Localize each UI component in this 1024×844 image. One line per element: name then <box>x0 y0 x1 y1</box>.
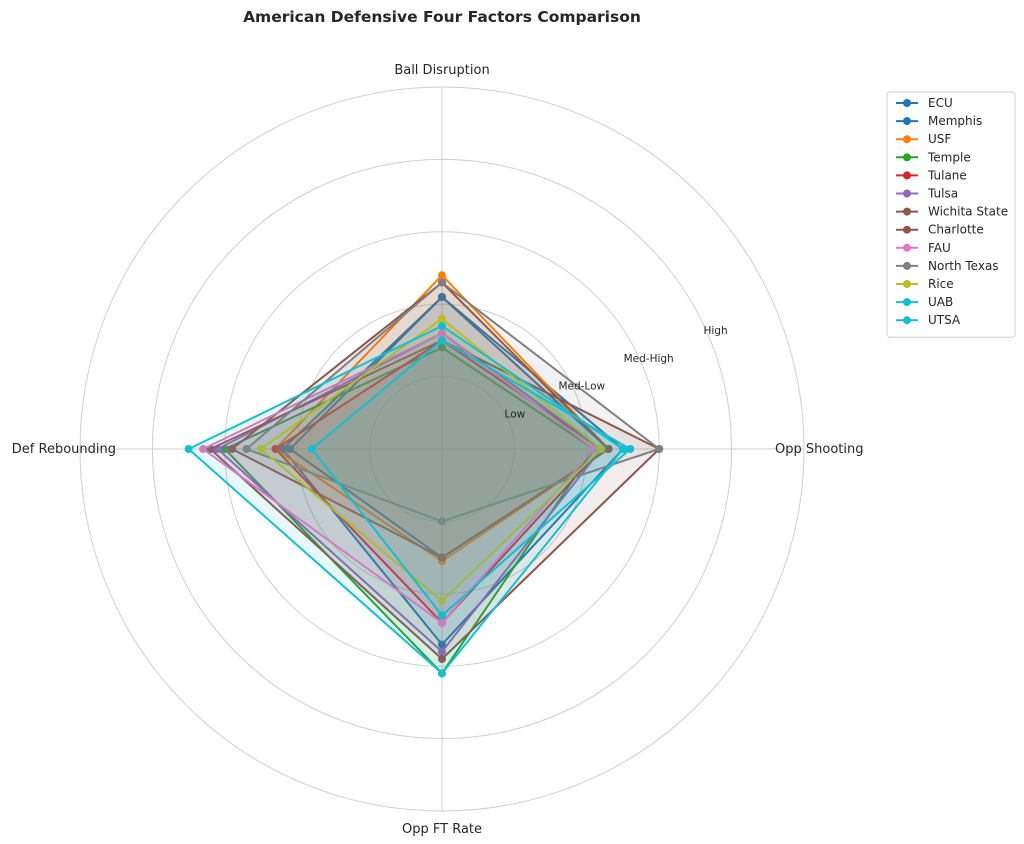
legend-label-north-texas: North Texas <box>928 259 999 273</box>
legend-label-temple: Temple <box>927 150 971 164</box>
legend-marker-wichita-state <box>903 207 911 216</box>
data-point-north-texas-1 <box>438 278 446 287</box>
ring-labels: Low Med-Low Med-High High <box>505 325 728 420</box>
legend-item-tulane: Tulane <box>896 168 967 182</box>
legend-label-charlotte: Charlotte <box>928 223 984 237</box>
legend-marker-ecu <box>903 99 911 107</box>
axis-label-opp-ft-rate: Opp FT Rate <box>402 822 482 837</box>
axis-label-def-rebounding: Def Rebounding <box>12 442 116 457</box>
legend-marker-tulsa <box>903 189 911 198</box>
legend-marker-north-texas <box>903 261 911 270</box>
data-point-charlotte-3 <box>438 553 446 562</box>
ring-label-2: Med-Low <box>558 381 605 393</box>
chart-title: American Defensive Four Factors Comparis… <box>243 8 641 26</box>
legend-label-memphis: Memphis <box>928 114 982 128</box>
data-point-memphis-4 <box>278 445 287 453</box>
legend-item-uab: UAB <box>896 295 953 309</box>
data-point-rice-1 <box>438 314 446 323</box>
data-point-utsa-2 <box>619 445 627 453</box>
data-point-tulane-4 <box>271 445 280 453</box>
legend-item-ecu: ECU <box>896 96 953 110</box>
legend-item-wichita-state: Wichita State <box>896 205 1008 219</box>
data-point-north-texas-3 <box>438 517 446 526</box>
legend-label-tulsa: Tulsa <box>927 187 958 201</box>
data-point-uab-2 <box>626 445 635 453</box>
legend-item-utsa: UTSA <box>896 313 961 327</box>
series-utsa <box>184 321 627 678</box>
legend-marker-utsa <box>903 316 911 325</box>
data-point-wichita-state-3 <box>438 654 446 663</box>
axis-labels: Ball Disruption Opp Shooting Opp FT Rate… <box>12 63 864 837</box>
data-point-uab-1 <box>438 336 446 345</box>
legend-label-ecu: ECU <box>928 96 953 110</box>
legend-item-fau: FAU <box>896 241 951 255</box>
series-rice <box>257 314 606 606</box>
data-point-fau-2 <box>590 445 599 453</box>
data-point-north-texas-2 <box>655 445 664 453</box>
data-point-utsa-4 <box>184 445 193 453</box>
legend-label-tulane: Tulane <box>927 168 967 182</box>
series-uab <box>307 336 635 620</box>
data-point-fau-1 <box>438 329 446 338</box>
data-point-fau-3 <box>438 618 446 627</box>
legend: ECU Memphis USF Temple Tulane Tulsa Wichita St… <box>886 91 1016 338</box>
data-point-north-texas-4 <box>242 445 251 453</box>
axis-label-ball-disruption: Ball Disruption <box>394 63 489 78</box>
legend-marker-memphis <box>903 117 911 126</box>
data-point-memphis-1 <box>438 292 446 301</box>
legend-marker-usf <box>903 135 911 144</box>
legend-marker-uab <box>903 298 911 307</box>
legend-marker-rice <box>903 280 911 288</box>
data-point-charlotte-4 <box>228 445 237 453</box>
data-point-temple-1 <box>438 343 446 352</box>
series-north-texas <box>242 278 664 526</box>
data-point-uab-3 <box>438 611 446 620</box>
legend-marker-tulane <box>903 171 911 180</box>
legend-label-uab: UAB <box>928 295 953 309</box>
data-point-rice-2 <box>597 445 606 453</box>
legend-item-rice: Rice <box>896 277 954 291</box>
legend-marker-fau <box>903 243 911 252</box>
data-point-uab-4 <box>307 445 316 453</box>
ring-label-1: Low <box>505 408 526 420</box>
data-point-memphis-3 <box>438 640 446 649</box>
legend-item-usf: USF <box>896 132 951 146</box>
legend-label-fau: FAU <box>928 241 951 255</box>
data-point-utsa-1 <box>438 321 446 330</box>
axis-label-opp-shooting: Opp Shooting <box>775 442 863 457</box>
legend-item-memphis: Memphis <box>896 114 982 128</box>
data-point-rice-4 <box>257 445 265 453</box>
legend-item-charlotte: Charlotte <box>896 223 984 237</box>
data-point-tulsa-3 <box>438 647 446 656</box>
legend-label-usf: USF <box>928 132 951 146</box>
legend-marker-charlotte <box>903 225 911 234</box>
legend-box <box>886 91 1016 338</box>
legend-label-wichita-state: Wichita State <box>928 205 1008 219</box>
legend-item-tulsa: Tulsa <box>896 187 958 201</box>
ring-label-3: Med-High <box>624 353 674 365</box>
data-point-ecu-4 <box>285 445 294 453</box>
data-point-usf-1 <box>438 271 446 280</box>
legend-label-utsa: UTSA <box>928 313 961 327</box>
data-point-rice-3 <box>438 597 446 606</box>
legend-marker-temple <box>903 153 911 162</box>
series-layer <box>184 271 664 678</box>
legend-item-north-texas: North Texas <box>896 259 999 273</box>
legend-label-rice: Rice <box>928 277 954 291</box>
legend-item-temple: Temple <box>896 150 971 164</box>
ring-label-4: High <box>703 325 727 337</box>
data-point-fau-4 <box>199 445 208 453</box>
data-point-charlotte-2 <box>604 445 613 453</box>
data-point-utsa-3 <box>438 669 446 678</box>
